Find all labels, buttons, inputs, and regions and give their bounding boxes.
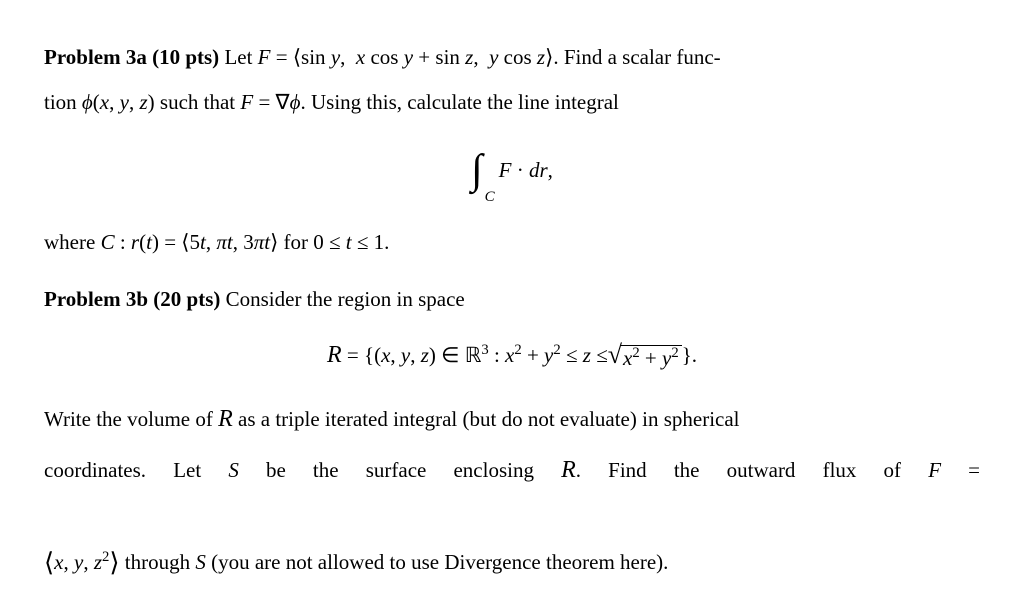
var-F2: F — [240, 90, 253, 114]
sqrt-body: x2 + y2 — [620, 345, 682, 371]
text-let: Let — [219, 45, 257, 69]
text-suchthat: such that — [155, 90, 241, 114]
region-definition: R = {(x, y, z) ∈ ℝ3 : x2 + y2 ≤ z ≤ √ x2… — [44, 333, 980, 377]
var-C: C — [101, 230, 115, 254]
cal-R2: R — [218, 406, 233, 432]
angle-close-3: ⟩ — [109, 548, 119, 577]
problem-3a-line2: tion ϕ(x, y, z) such that F = ∇ϕ. Using … — [44, 83, 980, 122]
problem-3a-line1: Problem 3a (10 pts) Let F = ⟨sin y, x co… — [44, 38, 980, 77]
text-consider: Consider the region in space — [220, 287, 464, 311]
cal-R: R — [327, 333, 342, 377]
problem-3b-line4: ⟨x, y, z2⟩ through S (you are not allowe… — [44, 537, 980, 585]
var-phi2: ϕ — [290, 90, 301, 114]
var-phi: ϕ — [82, 90, 93, 114]
text-findflux: . Find the outward flux of — [576, 458, 928, 482]
var-r: r — [131, 230, 139, 254]
angle-open-3: ⟨ — [44, 548, 54, 577]
problem-3b-line3: coordinates. Let S be the surface enclos… — [44, 448, 980, 531]
problem-3b-line1: Problem 3b (20 pts) Consider the region … — [44, 280, 980, 319]
close-brace: }. — [682, 336, 697, 375]
text-triple: as a triple iterated integral (but do no… — [233, 407, 740, 431]
set-body: = {(x, y, z) ∈ ℝ3 : x2 + y2 ≤ z ≤ — [342, 336, 608, 375]
rt-text: (t) = — [139, 230, 181, 254]
document-content: Problem 3a (10 pts) Let F = ⟨sin y, x co… — [44, 38, 980, 585]
nabla-sym: ∇ — [276, 90, 290, 114]
text-find: . Find a scalar func- — [553, 45, 720, 69]
problem-3a-line3: where C : r(t) = ⟨5t, πt, 3πt⟩ for 0 ≤ t… — [44, 223, 980, 262]
text-tion: tion — [44, 90, 82, 114]
text-coord: coordinates. Let — [44, 458, 228, 482]
vec3-body: x, y, z2 — [54, 550, 109, 574]
phi-args: (x, y, z) — [93, 90, 155, 114]
cal-R3: R — [561, 457, 576, 483]
vec2-body: 5t, πt, 3πt — [190, 230, 271, 254]
angle-open: ⟨ — [293, 45, 301, 69]
sqrt-expr: √ x2 + y2 — [608, 342, 682, 368]
problem-3b-line2: Write the volume of R as a triple iterat… — [44, 397, 980, 441]
for-range: for 0 ≤ t ≤ 1. — [278, 230, 389, 254]
var-S2: S — [195, 550, 206, 574]
vector-components: sin y, x cos y + sin z, y cos z — [301, 45, 545, 69]
problem-3a-heading: Problem 3a (10 pts) — [44, 45, 219, 69]
text-enclosing: be the surface enclosing — [239, 458, 561, 482]
var-S: S — [228, 458, 239, 482]
var-F: F — [258, 45, 271, 69]
text-where: where — [44, 230, 101, 254]
problem-3b-heading: Problem 3b (20 pts) — [44, 287, 220, 311]
text-using: . Using this, calculate the line integra… — [300, 90, 618, 114]
integral-subscript: C — [485, 184, 495, 212]
angle-open-2: ⟨ — [181, 230, 189, 254]
colon: : — [115, 230, 131, 254]
integral-symbol: ∫C — [471, 132, 483, 210]
integral-body: F · dr, — [499, 151, 553, 190]
text-final: (you are not allowed to use Divergence t… — [206, 550, 669, 574]
equals-sign: = — [271, 45, 293, 69]
eq3: = — [941, 458, 980, 482]
integral-display: ∫C F · dr, — [44, 132, 980, 210]
eq2: = — [253, 90, 275, 114]
var-F3: F — [928, 458, 941, 482]
text-write: Write the volume of — [44, 407, 218, 431]
text-through: through — [120, 550, 196, 574]
